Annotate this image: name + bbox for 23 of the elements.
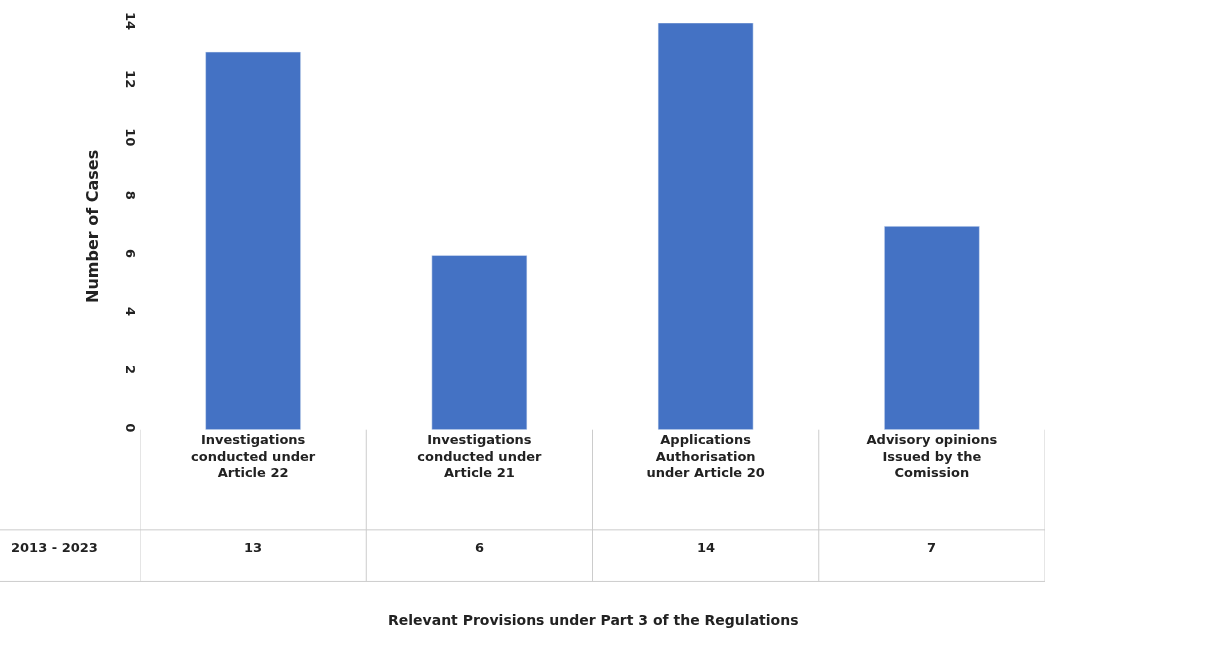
y-tick-label: 12 xyxy=(123,70,138,89)
y-tick-label: 0 xyxy=(123,423,138,433)
y-tick-label: 8 xyxy=(123,190,138,200)
text: Relevant Provisions under Part 3 of the Regulations xyxy=(388,612,799,628)
x-tick-label: Advisory opinions Issued by the Comission xyxy=(866,431,998,481)
y-tick-label: 2 xyxy=(123,365,138,375)
y-tick-label: 14 xyxy=(123,12,138,31)
y-tick-label: 4 xyxy=(123,307,138,317)
text: 2013 - 2023 xyxy=(11,540,98,555)
y-tick-label: 6 xyxy=(123,248,138,258)
data-label: 14 xyxy=(697,540,716,555)
data-label: 7 xyxy=(927,540,937,555)
data-label: 13 xyxy=(244,540,263,555)
bar xyxy=(884,226,980,430)
y-axis-title: Number of Cases xyxy=(82,149,102,303)
x-tick-label: Investigations conducted under Article 21 xyxy=(417,431,542,481)
x-tick-label: Investigations conducted under Article 22 xyxy=(191,431,316,481)
x-tick-label: Applications Authorisation under Article 20 xyxy=(646,431,765,481)
bar xyxy=(657,23,754,430)
bar xyxy=(205,51,301,430)
data-label: 6 xyxy=(475,540,485,555)
y-tick-label: 10 xyxy=(123,128,138,147)
bar xyxy=(431,255,528,430)
